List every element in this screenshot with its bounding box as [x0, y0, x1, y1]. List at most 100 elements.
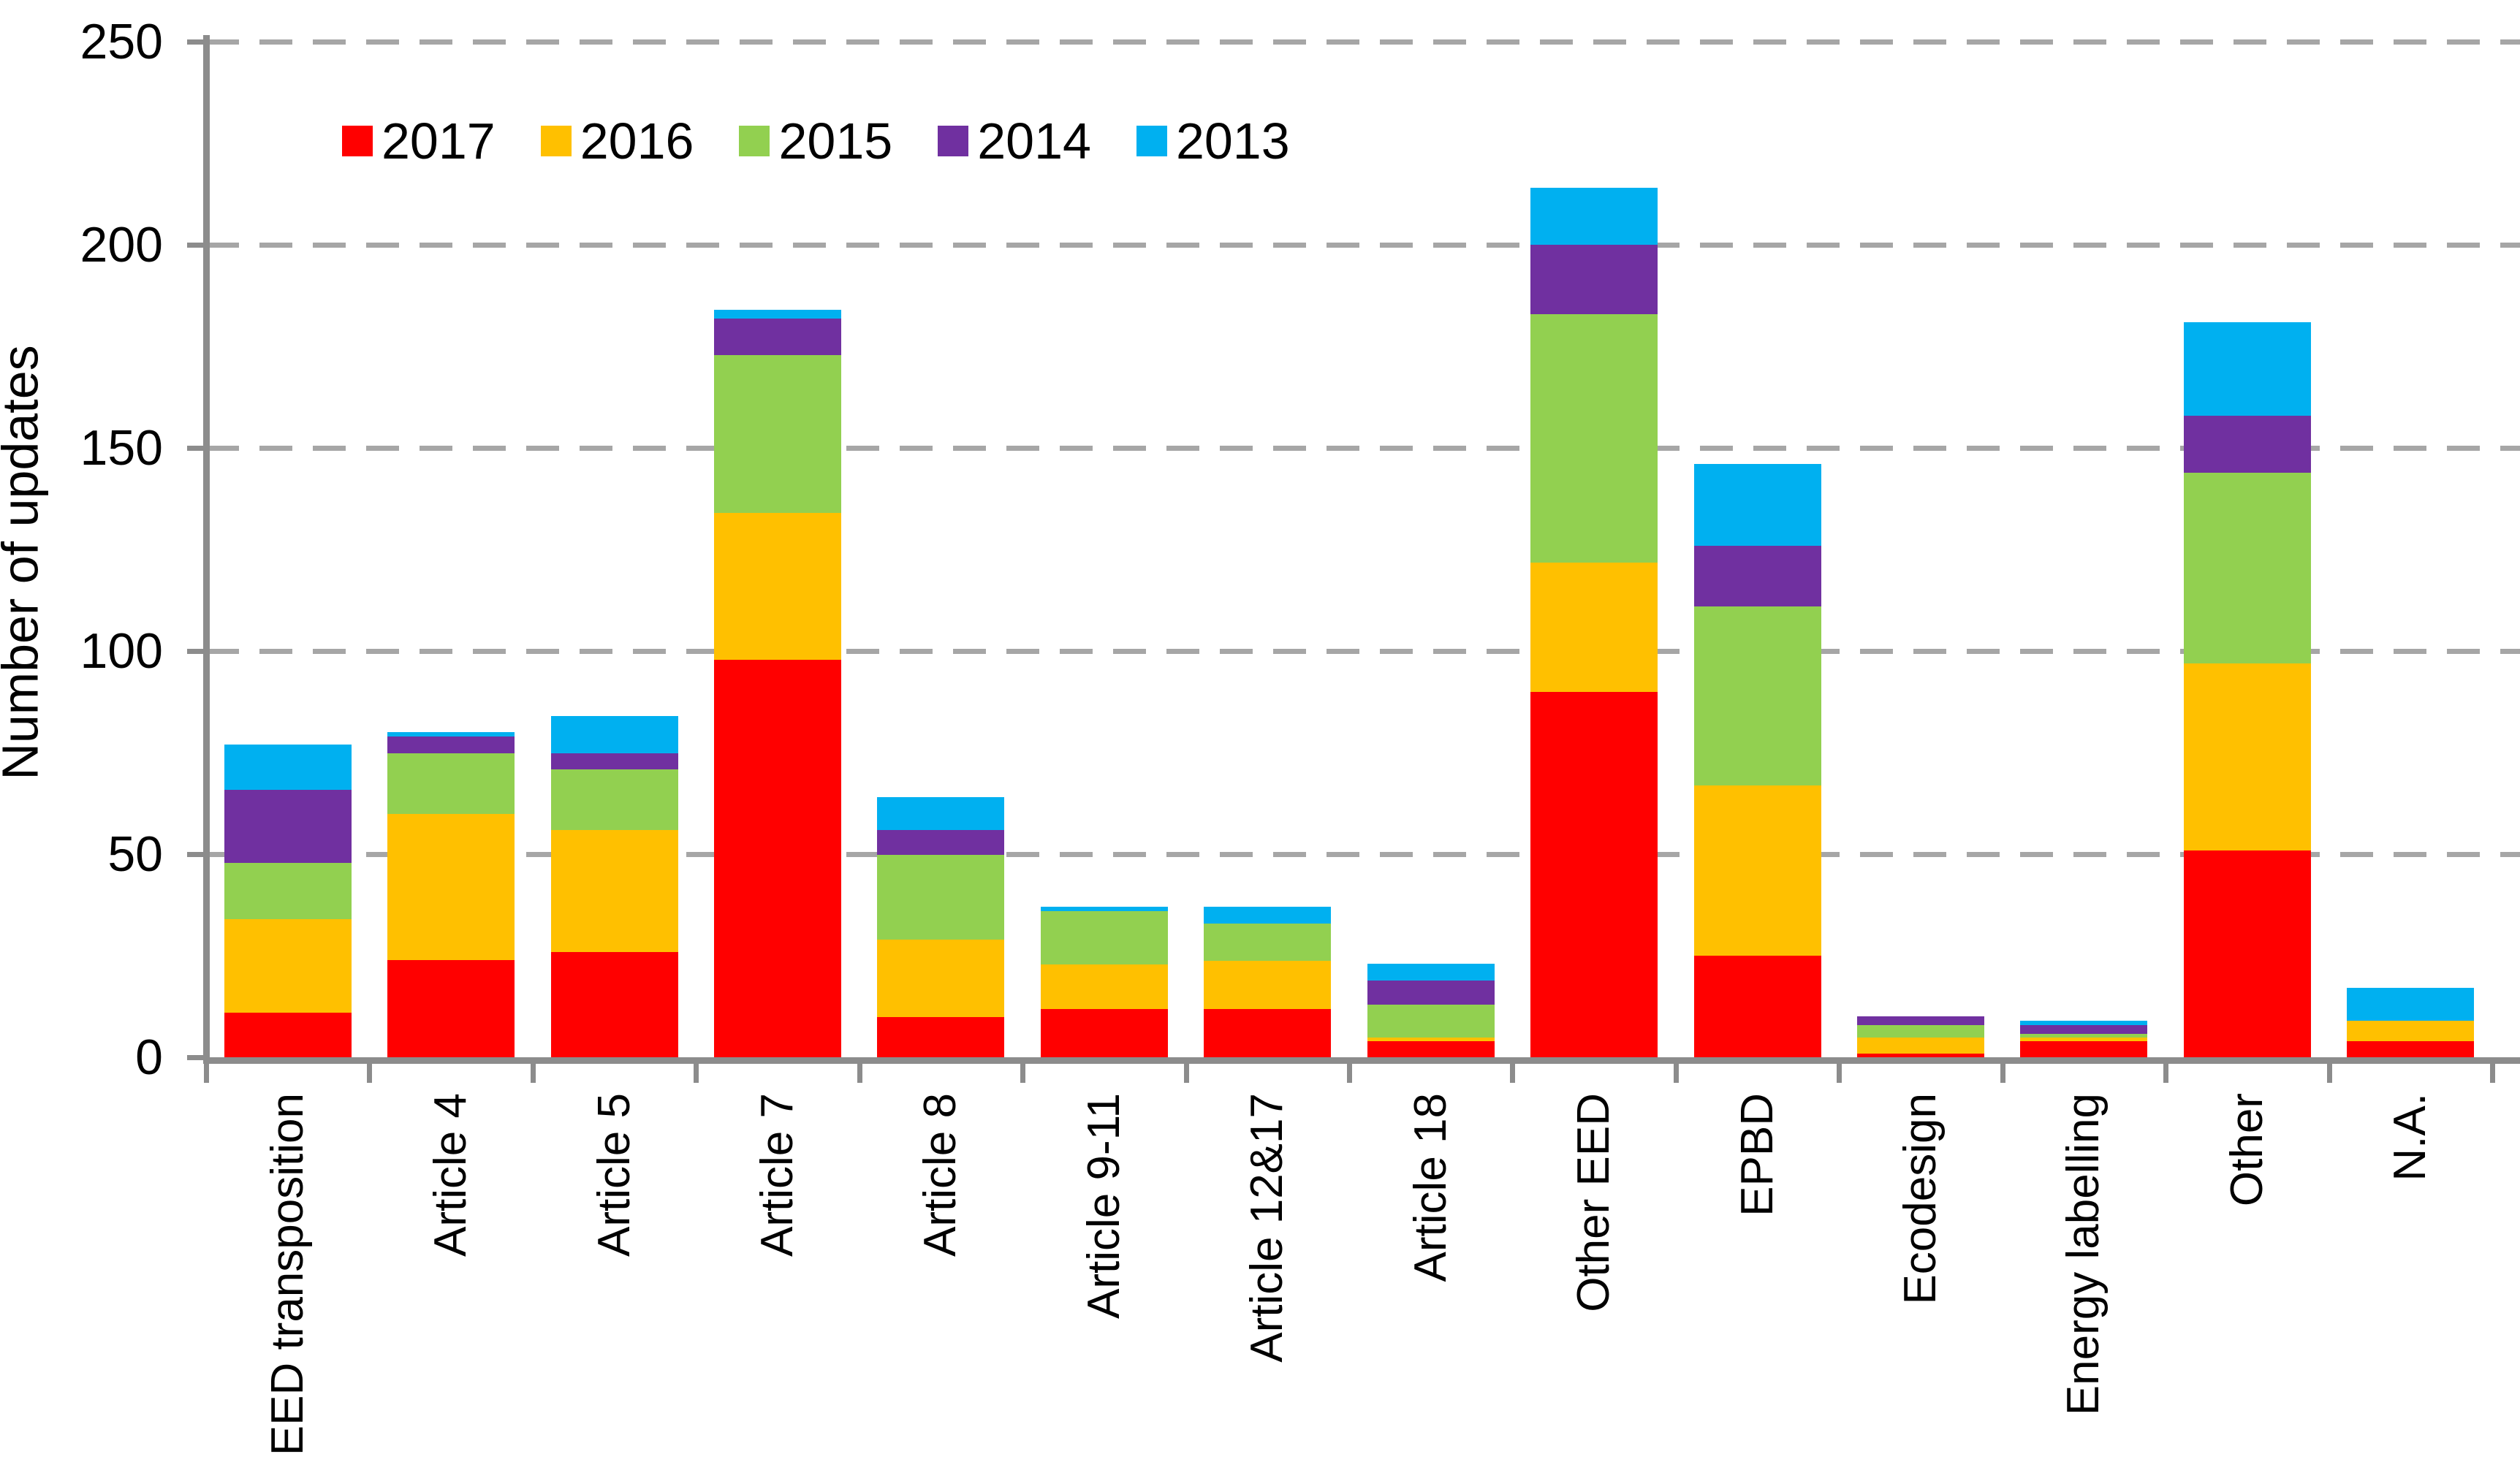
bar-segment-ecodesign-2015: [1857, 1025, 1984, 1038]
bar-segment-article-8-2013: [877, 797, 1004, 830]
bar-segment-other-eed-2017: [1530, 692, 1658, 1058]
bar-segment-epbd-2017: [1694, 956, 1821, 1057]
y-tick-100: [187, 649, 206, 654]
gridline-50: [206, 852, 2520, 857]
bar-segment-n-a-2017: [2347, 1041, 2474, 1058]
x-label-article-8: Article 8: [915, 1093, 965, 1257]
x-tick-0: [204, 1064, 209, 1083]
legend-label-2013: 2013: [1175, 113, 1290, 170]
bar-segment-other-2013: [2184, 322, 2311, 416]
bar-segment-article-4-2016: [387, 813, 515, 960]
bar-segment-article-7-2014: [714, 318, 841, 355]
x-label-epbd: EPBD: [1732, 1093, 1783, 1217]
bar-segment-article-9-11-2015: [1041, 911, 1168, 964]
bar-segment-article-18-2013: [1367, 964, 1495, 981]
bar-segment-article-8-2016: [877, 940, 1004, 1017]
x-tick-13: [2327, 1064, 2332, 1083]
x-label-other: Other: [2222, 1093, 2272, 1207]
x-tick-1: [367, 1064, 372, 1083]
x-tick-9: [1674, 1064, 1679, 1083]
bar-segment-article-12-17-2017: [1204, 1008, 1331, 1057]
bar-segment-epbd-2016: [1694, 785, 1821, 956]
bar-segment-ecodesign-2017: [1857, 1053, 1984, 1057]
bar-segment-article-9-11-2016: [1041, 964, 1168, 1009]
x-label-energy-labelling: Energy labelling: [2058, 1093, 2109, 1416]
x-tick-2: [531, 1064, 536, 1083]
y-tick-label-50: 50: [107, 826, 163, 882]
bar-segment-article-8-2017: [877, 1016, 1004, 1057]
bar-segment-article-5-2014: [551, 753, 678, 769]
bar-segment-article-18-2017: [1367, 1041, 1495, 1058]
bar-segment-energy-labelling-2013: [2020, 1021, 2147, 1025]
legend-label-2015: 2015: [778, 113, 893, 170]
y-axis-line: [203, 35, 210, 1064]
bar-segment-article-9-11-2013: [1041, 907, 1168, 911]
bar-segment-other-2017: [2184, 850, 2311, 1057]
bar-segment-article-4-2017: [387, 960, 515, 1058]
legend-item-2013: 2013: [1136, 115, 1290, 167]
bar-segment-eed-transposition-2015: [224, 862, 352, 919]
bar-segment-energy-labelling-2017: [2020, 1041, 2147, 1058]
x-label-n-a: N.A.: [2385, 1093, 2435, 1181]
legend-label-2016: 2016: [580, 113, 694, 170]
bar-segment-article-12-17-2016: [1204, 960, 1331, 1009]
bar-segment-epbd-2014: [1694, 545, 1821, 606]
x-tick-4: [857, 1064, 862, 1083]
legend-item-2015: 2015: [739, 115, 892, 167]
bar-segment-article-18-2015: [1367, 1005, 1495, 1038]
bar-segment-epbd-2013: [1694, 464, 1821, 546]
bar-segment-article-5-2016: [551, 830, 678, 952]
bar-segment-article-5-2013: [551, 716, 678, 753]
bar-segment-article-4-2015: [387, 753, 515, 814]
y-tick-label-0: 0: [135, 1029, 163, 1085]
x-label-article-9-11: Article 9-11: [1079, 1093, 1129, 1319]
bar-segment-article-12-17-2015: [1204, 924, 1331, 961]
y-tick-label-200: 200: [80, 217, 163, 273]
bar-segment-article-18-2014: [1367, 980, 1495, 1005]
x-tick-10: [1837, 1064, 1842, 1083]
y-tick-label-150: 150: [80, 420, 163, 476]
bar-segment-other-2016: [2184, 663, 2311, 850]
bar-segment-n-a-2016: [2347, 1021, 2474, 1041]
bar-segment-article-12-17-2013: [1204, 907, 1331, 924]
bar-segment-eed-transposition-2014: [224, 789, 352, 863]
x-tick-3: [694, 1064, 699, 1083]
x-label-article-12-17: Article 12&17: [1242, 1093, 1292, 1363]
x-label-article-7: Article 7: [752, 1093, 802, 1257]
x-tick-12: [2163, 1064, 2168, 1083]
bar-segment-article-4-2014: [387, 736, 515, 753]
legend-item-2016: 2016: [540, 113, 694, 170]
bar-segment-article-7-2016: [714, 513, 841, 660]
bar-segment-other-2015: [2184, 472, 2311, 663]
bar-segment-other-eed-2016: [1530, 562, 1658, 692]
bar-segment-ecodesign-2014: [1857, 1016, 1984, 1025]
legend-item-2014: 2014: [938, 115, 1091, 167]
x-label-ecodesign: Ecodesign: [1895, 1093, 1946, 1305]
gridline-250: [206, 39, 2520, 45]
bar-segment-other-eed-2015: [1530, 314, 1658, 563]
bar-segment-energy-labelling-2014: [2020, 1025, 2147, 1034]
legend-item-2017: 2017: [342, 115, 496, 167]
legend-swatch-2015: [739, 126, 770, 156]
bar-segment-other-2014: [2184, 416, 2311, 473]
bar-segment-article-9-11-2017: [1041, 1008, 1168, 1057]
y-tick-0: [187, 1055, 206, 1060]
bar-segment-article-4-2013: [387, 732, 515, 736]
x-tick-5: [1020, 1064, 1025, 1083]
bar-segment-eed-transposition-2017: [224, 1013, 352, 1058]
x-tick-7: [1347, 1064, 1352, 1083]
x-label-other-eed: Other EED: [1568, 1093, 1619, 1312]
legend-swatch-2017: [342, 126, 373, 156]
legend-swatch-2013: [1136, 126, 1167, 156]
bar-segment-energy-labelling-2015: [2020, 1033, 2147, 1038]
bar-segment-eed-transposition-2016: [224, 919, 352, 1013]
gridline-200: [206, 243, 2520, 248]
x-tick-8: [1510, 1064, 1515, 1083]
bar-segment-article-7-2017: [714, 659, 841, 1057]
legend-label-2017: 2017: [382, 113, 496, 170]
x-label-article-5: Article 5: [589, 1093, 640, 1257]
legend: 2017 2016 2015 2014 2013: [342, 115, 1290, 167]
x-label-article-4: Article 4: [425, 1093, 476, 1257]
